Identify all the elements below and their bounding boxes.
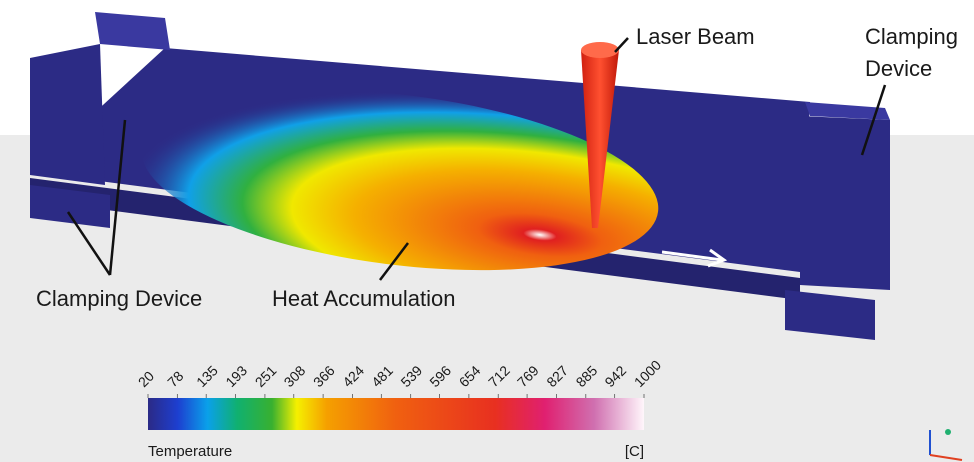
clamp-left-front: [30, 44, 105, 185]
label: Clamping Device: [36, 286, 202, 311]
label: Heat Accumulation: [272, 286, 455, 311]
legend-unit: [C]: [625, 443, 644, 460]
clamp-right-front: [800, 116, 890, 290]
label: Clamping: [865, 24, 958, 49]
legend-title: Temperature: [148, 443, 232, 460]
label: Device: [865, 56, 932, 81]
laser-top: [581, 42, 619, 58]
label: Laser Beam: [636, 24, 755, 49]
axis-triad: [945, 429, 951, 435]
figure: Laser Beam Clamping Device Clamping Devi…: [0, 0, 974, 462]
colorbar: [148, 398, 644, 430]
clamp-left-top: [95, 12, 170, 50]
